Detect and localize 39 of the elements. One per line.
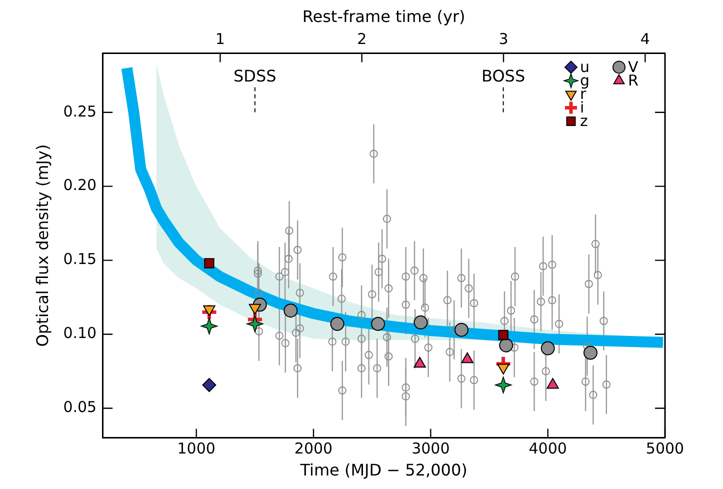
x-tick-label: 4000 bbox=[528, 440, 567, 458]
x-tick-label: 3000 bbox=[412, 440, 450, 458]
legend-label: u bbox=[580, 58, 590, 76]
point bbox=[540, 341, 555, 356]
point bbox=[494, 376, 512, 394]
ref-line-label: SDSS bbox=[234, 66, 276, 86]
point bbox=[414, 315, 428, 330]
point bbox=[546, 378, 559, 389]
y-tick-label: 0.20 bbox=[63, 176, 97, 194]
x2-tick-label: 4 bbox=[640, 30, 650, 48]
point bbox=[246, 316, 264, 332]
x2-axis-title: Rest-frame time (yr) bbox=[302, 6, 466, 26]
x-tick-label: 2000 bbox=[294, 440, 333, 458]
point bbox=[330, 316, 344, 331]
y-axis-title: Optical flux density (mJy) bbox=[32, 144, 52, 347]
point bbox=[414, 356, 426, 368]
ref-line-label: BOSS bbox=[482, 66, 526, 86]
point bbox=[499, 338, 514, 352]
x-axis-title: Time (MJD − 52,000) bbox=[299, 460, 468, 480]
y-tick-label: 0.15 bbox=[63, 250, 97, 268]
point bbox=[498, 330, 508, 340]
legend-label: R bbox=[628, 72, 638, 90]
x2-tick-label: 3 bbox=[498, 30, 508, 48]
point bbox=[461, 352, 474, 364]
point bbox=[200, 303, 218, 321]
point bbox=[202, 378, 216, 392]
x-tick-label: 5000 bbox=[646, 440, 684, 458]
x-tick-label: 1000 bbox=[177, 440, 216, 458]
y-tick-label: 0.25 bbox=[63, 102, 97, 120]
y-tick-label: 0.10 bbox=[63, 324, 97, 342]
point bbox=[284, 304, 298, 318]
point bbox=[200, 318, 218, 335]
point bbox=[204, 258, 214, 268]
point bbox=[454, 322, 468, 337]
point bbox=[583, 346, 598, 360]
y-tick-label: 0.05 bbox=[63, 398, 97, 416]
point bbox=[371, 316, 386, 331]
x2-tick-label: 1 bbox=[215, 30, 225, 48]
x2-tick-label: 2 bbox=[357, 30, 367, 48]
